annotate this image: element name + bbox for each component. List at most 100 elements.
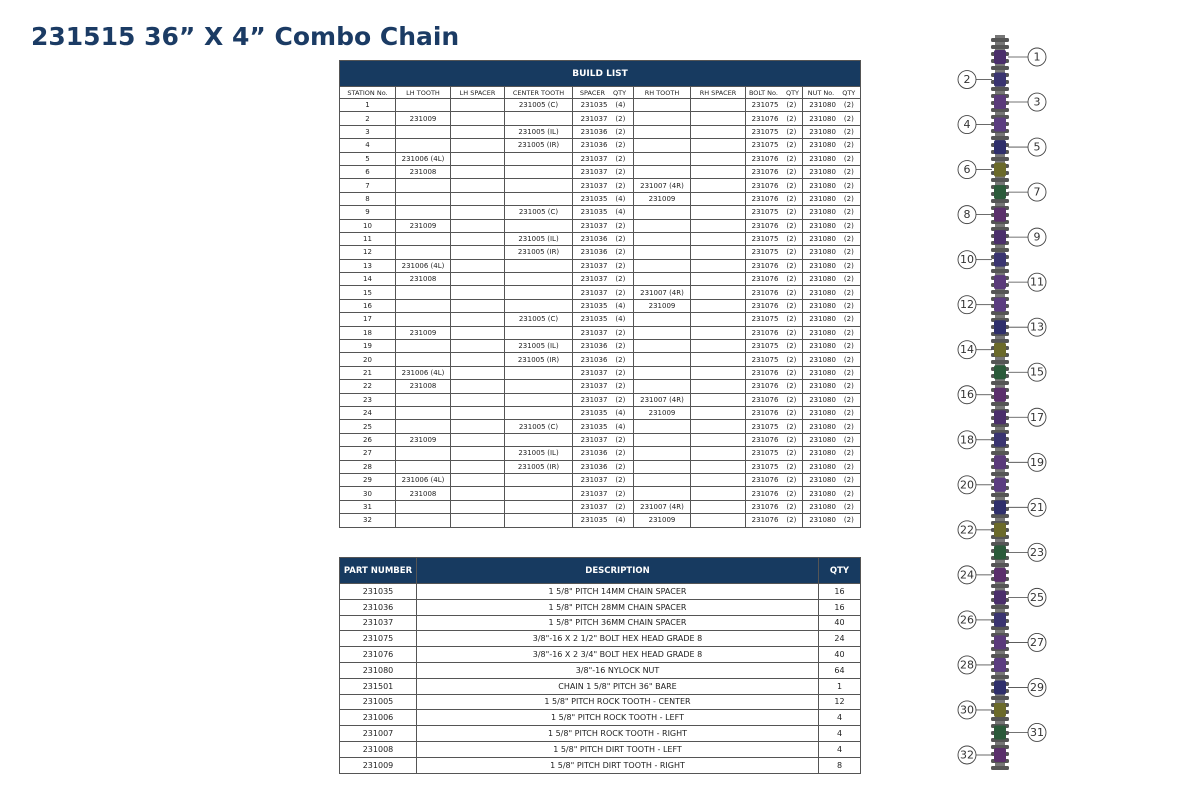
cell-text: (2) [843,382,854,391]
build-cell [395,499,451,515]
chain-link [991,605,1009,609]
callout-circle [1027,497,1047,517]
parts-row: 231007 1 5/8" PITCH ROCK TOOTH - RIGHT 4 [339,725,861,742]
cell-text: 231005 (IL) [518,235,559,244]
build-row: 7 231037 (2) 231007 (4R) 231076 (2) 231080 (2) [339,178,862,193]
column-header: NUT No. QTY [801,86,862,99]
chain-link [991,451,1009,455]
chain-link [991,38,1009,42]
tooth [994,635,1006,650]
build-cell: 231075 (2) [745,97,803,113]
build-cell [504,298,573,314]
cell-text: 231036 [580,141,608,150]
build-cell: 231007 (4R) [633,499,691,515]
cell-text: 29 [363,476,372,485]
cell-text: 231080 [809,502,836,511]
build-cell [633,97,691,113]
build-row: 4 231005 (IR) 231036 (2) 231075 (2) 231080 (2) [339,138,862,153]
cell-text: 231037 [580,489,608,498]
parts-cell: 4 [818,740,861,758]
build-row: 21 231006 (4L) 231037 (2) 231076 (2) 231080 (2) [339,365,862,381]
cell-text: 231037 [580,382,608,391]
parts-cell: 1 5/8" PITCH 14MM CHAIN SPACER [416,583,819,600]
build-cell: 231080 (2) [801,178,862,193]
build-cell: 19 [339,339,396,354]
chain-link [991,626,1009,630]
cell-text: (2) [786,114,797,123]
build-cell [633,138,691,153]
callout-label: 31 [1030,726,1044,739]
cell-text: (2) [843,315,854,324]
build-cell: 231076 (2) [745,272,803,287]
cell-text: 231080 [809,382,836,391]
cell-text: LH TOOTH [406,88,440,97]
build-cell [395,124,451,140]
build-cell [450,352,505,367]
tooth [994,207,1006,222]
build-cell [690,231,746,247]
build-cell [690,446,746,461]
build-cell [633,432,691,448]
callout-circle [1027,542,1047,562]
cell-text: 231080 [809,395,836,404]
cell-text: 231080 [809,168,836,177]
build-cell [690,499,746,515]
build-cell: 12 [339,245,396,260]
build-cell [504,258,573,274]
build-cell: 231076 (2) [745,111,803,126]
cell-text: 231008 [409,489,437,498]
cell-text: (2) [843,221,854,230]
callout-label: 21 [1030,501,1044,514]
build-cell [450,298,505,314]
build-cell [690,486,746,501]
build-row: 32 231035 (4) 231009 231076 (2) 231080 (2) [339,513,862,528]
cell-text: (2) [615,154,626,163]
tooth [994,252,1006,267]
cell-text: 231080 [809,194,836,203]
chain-link [991,45,1009,49]
cell-text: (2) [615,476,626,485]
chain-link [991,290,1009,294]
build-cell: 231009 [395,111,451,126]
build-cell: 231006 (4L) [395,365,451,381]
cell-text: 231009 [409,328,437,337]
tooth [994,387,1006,402]
build-row: 29 231006 (4L) 231037 (2) 231076 (2) 231080 (2) [339,472,862,488]
build-row: 25 231005 (C) 231035 (4) 231075 (2) 231080 (2) [339,419,862,434]
cell-text: (2) [786,449,797,458]
cell-text: 231076 [751,302,779,311]
cell-text: (2) [786,476,797,485]
cell-text: (2) [786,235,797,244]
cell-text: 231007 (4R) [640,502,684,511]
build-cell: 231076 (2) [745,258,803,274]
build-cell: 231080 (2) [801,285,862,300]
build-cell: 231005 (IR) [504,138,573,153]
build-cell: 231005 (IL) [504,124,573,140]
cell-text: 7 [365,181,370,190]
build-cell [450,218,505,233]
cell-text: (2) [843,194,854,203]
build-cell [450,472,505,488]
build-row: 17 231005 (C) 231035 (4) 231075 (2) 231080 (2) [339,312,862,327]
cell-text: 231009 [648,516,676,525]
build-cell: 7 [339,178,396,193]
build-row: 14 231008 231037 (2) 231076 (2) 231080 (2) [339,272,862,287]
build-cell: 231009 [395,432,451,448]
callout-label: 1 [1034,51,1041,64]
cell-text: 231005 (C) [518,101,559,110]
build-cell: 231007 (4R) [633,178,691,193]
cell-text: 231075 [751,127,779,136]
chain-link [991,493,1009,497]
build-cell: 231080 (2) [801,325,862,341]
cell-text: 11 [363,235,372,244]
build-cell: 231036 (2) [572,339,634,354]
cell-text: (2) [615,235,626,244]
build-cell [450,178,505,193]
build-cell: 231075 (2) [745,312,803,327]
build-cell: 231037 (2) [572,486,634,501]
build-cell: 5 [339,151,396,166]
cell-text: 231009 [409,114,437,123]
build-cell: 231005 (C) [504,312,573,327]
build-cell [450,486,505,501]
callout-label: 16 [960,388,974,401]
